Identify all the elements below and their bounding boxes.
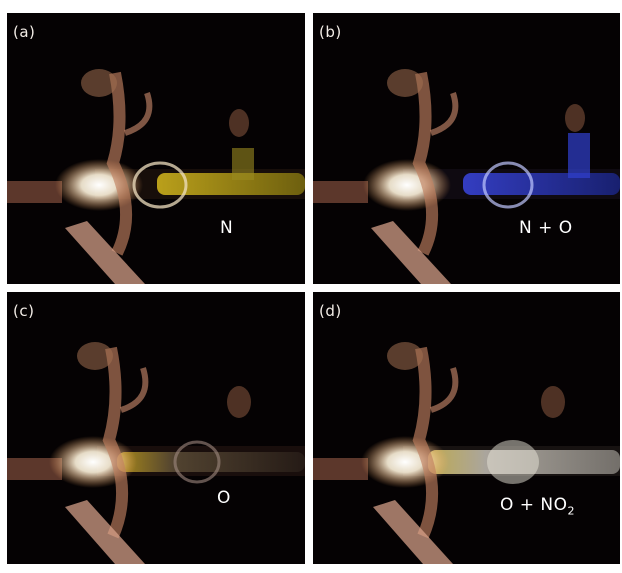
species-label: O + NO2	[500, 495, 576, 518]
panel-a-photo: (a) N	[7, 13, 305, 284]
species-label: O	[217, 488, 231, 508]
panel-label: (a)	[13, 23, 36, 41]
discharge-tube-photo	[7, 342, 305, 564]
discharge-tube-photo	[313, 69, 620, 284]
discharge-tube-photo	[7, 69, 305, 284]
panel-b-photo: (b) N + O	[313, 13, 620, 284]
panel-d-photo: (d) O + NO2	[313, 292, 620, 564]
species-label: N + O	[519, 218, 573, 238]
panel-label: (d)	[319, 302, 342, 320]
species-label: N	[220, 218, 234, 238]
panel-label: (c)	[13, 302, 35, 320]
panel-label: (b)	[319, 23, 342, 41]
panel-c-photo: (c) O	[7, 292, 305, 564]
discharge-tube-photo	[313, 342, 620, 564]
